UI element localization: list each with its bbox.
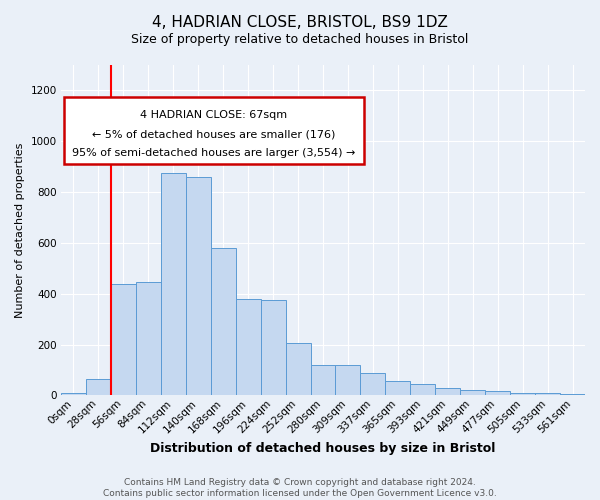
- Bar: [161, 173, 186, 396]
- Bar: [186, 177, 211, 396]
- Bar: [335, 365, 361, 396]
- Bar: [460, 390, 485, 396]
- Text: Contains HM Land Registry data © Crown copyright and database right 2024.
Contai: Contains HM Land Registry data © Crown c…: [103, 478, 497, 498]
- Bar: [111, 284, 136, 396]
- Bar: [361, 372, 385, 396]
- Y-axis label: Number of detached properties: Number of detached properties: [15, 142, 25, 318]
- Bar: [510, 393, 535, 396]
- Bar: [61, 393, 86, 396]
- FancyBboxPatch shape: [64, 96, 364, 164]
- Bar: [211, 248, 236, 396]
- Text: 95% of semi-detached houses are larger (3,554) →: 95% of semi-detached houses are larger (…: [72, 148, 356, 158]
- Text: ← 5% of detached houses are smaller (176): ← 5% of detached houses are smaller (176…: [92, 129, 335, 139]
- Bar: [260, 300, 286, 396]
- Text: 4, HADRIAN CLOSE, BRISTOL, BS9 1DZ: 4, HADRIAN CLOSE, BRISTOL, BS9 1DZ: [152, 15, 448, 30]
- Bar: [236, 299, 260, 396]
- Bar: [385, 382, 410, 396]
- Bar: [86, 379, 111, 396]
- Bar: [435, 388, 460, 396]
- Bar: [485, 391, 510, 396]
- Bar: [136, 282, 161, 396]
- Bar: [410, 384, 435, 396]
- Bar: [560, 394, 585, 396]
- X-axis label: Distribution of detached houses by size in Bristol: Distribution of detached houses by size …: [150, 442, 496, 455]
- Bar: [286, 344, 311, 396]
- Bar: [535, 394, 560, 396]
- Bar: [311, 365, 335, 396]
- Text: 4 HADRIAN CLOSE: 67sqm: 4 HADRIAN CLOSE: 67sqm: [140, 110, 287, 120]
- Text: Size of property relative to detached houses in Bristol: Size of property relative to detached ho…: [131, 32, 469, 46]
